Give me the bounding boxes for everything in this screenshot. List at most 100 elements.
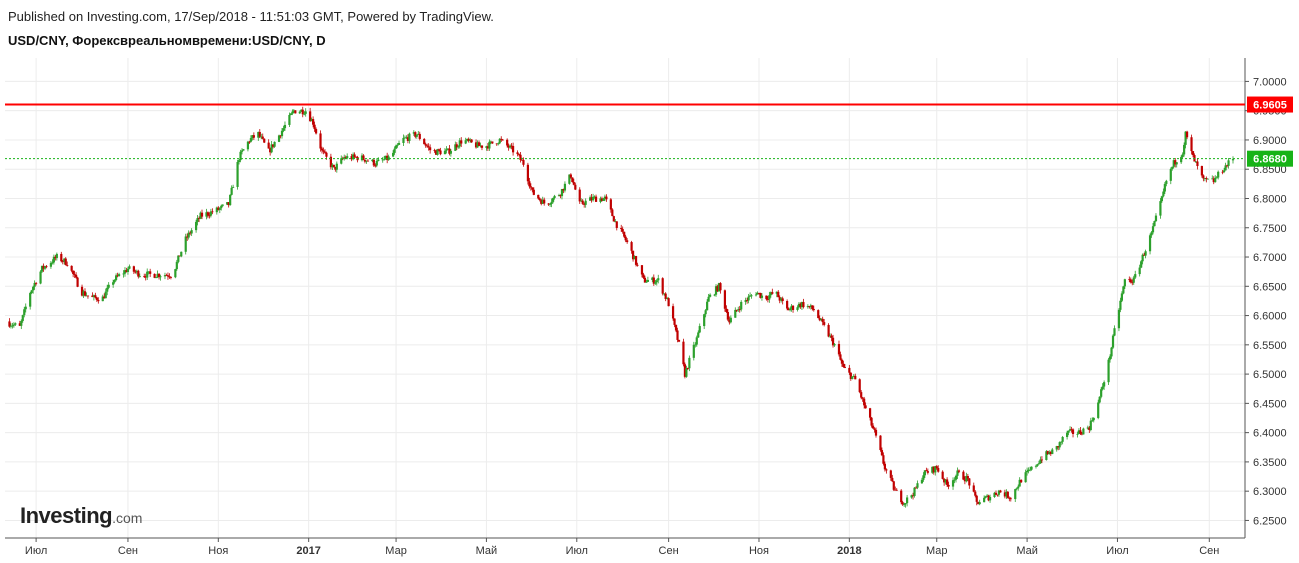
candle	[263, 138, 266, 144]
candle-body	[978, 502, 981, 505]
candle-body	[626, 240, 629, 243]
candle-body	[925, 470, 928, 472]
candle	[809, 303, 812, 310]
candle	[714, 284, 718, 297]
candle-body	[729, 317, 732, 323]
resistance-price-tag	[1247, 96, 1293, 113]
candle-body	[571, 177, 574, 183]
candle	[522, 157, 525, 167]
candle	[697, 330, 700, 339]
candle	[116, 272, 119, 278]
candle-body	[82, 291, 85, 296]
candle	[54, 255, 57, 261]
candle-body	[209, 211, 213, 216]
candle-body	[1132, 277, 1135, 283]
candle	[61, 259, 64, 265]
candle-body	[126, 268, 130, 273]
candle	[138, 273, 141, 278]
candle-body	[239, 151, 242, 161]
candle	[553, 194, 556, 200]
candle-body	[529, 186, 532, 188]
candle-body	[392, 152, 395, 157]
candle	[227, 202, 230, 208]
candle	[1217, 170, 1220, 180]
candle-body	[72, 270, 75, 274]
candle-body	[1014, 489, 1017, 500]
candle-body	[85, 295, 88, 297]
candle	[476, 140, 479, 148]
candle-body	[134, 271, 137, 273]
candle-body	[562, 189, 565, 191]
candle-body	[325, 152, 328, 157]
candle-body	[1017, 486, 1020, 489]
candle-body	[1151, 226, 1155, 233]
candle	[754, 291, 758, 297]
candle	[562, 188, 565, 194]
candle-body	[1171, 166, 1174, 170]
candle	[1141, 253, 1144, 265]
candle-body	[117, 274, 121, 277]
candle-body	[906, 497, 909, 504]
candle	[880, 447, 884, 457]
candle	[580, 198, 583, 202]
candle	[781, 296, 784, 305]
candle-body	[674, 324, 678, 331]
candle-body	[994, 492, 998, 495]
candle	[159, 274, 162, 281]
candle	[187, 230, 190, 240]
candle	[229, 194, 232, 206]
candle-body	[646, 279, 649, 282]
candle-body	[735, 309, 738, 311]
candle-body	[790, 305, 793, 309]
candle	[879, 435, 882, 452]
candle	[599, 196, 602, 204]
candle-body	[621, 229, 624, 232]
candle-body	[35, 282, 38, 284]
candle	[852, 374, 855, 377]
candle-body	[40, 265, 44, 272]
candle	[143, 273, 146, 278]
candle-body	[694, 344, 697, 346]
candle	[469, 137, 472, 143]
time-tick-label: Июл	[1106, 545, 1128, 557]
candle	[849, 372, 852, 381]
candle-body	[227, 202, 230, 206]
candle	[360, 153, 364, 162]
candle	[186, 233, 189, 241]
candle	[415, 134, 418, 139]
candle	[903, 502, 906, 507]
candle-body	[309, 111, 312, 122]
candle-body	[375, 160, 378, 166]
candle	[735, 309, 738, 312]
candle-body	[144, 276, 147, 278]
candle-body	[737, 309, 740, 311]
candle	[1057, 446, 1060, 451]
candle	[1132, 275, 1135, 285]
candle	[1225, 164, 1229, 168]
candle	[986, 493, 989, 498]
candle	[240, 148, 244, 155]
candle	[904, 503, 907, 508]
candle-body	[125, 270, 128, 273]
candle-body	[497, 143, 500, 145]
candle	[1154, 213, 1158, 222]
candle	[149, 268, 152, 278]
candle	[49, 261, 53, 269]
candle-body	[560, 189, 564, 197]
candle	[424, 142, 427, 148]
candle-body	[506, 139, 509, 146]
candle-body	[609, 199, 612, 210]
candle-body	[104, 291, 107, 299]
candle	[746, 297, 749, 304]
candle	[914, 486, 918, 489]
candle	[987, 494, 990, 502]
candle	[166, 272, 170, 280]
candle-body	[377, 159, 380, 161]
candle	[1089, 417, 1092, 432]
candle-body	[313, 124, 316, 130]
candle-body	[1153, 221, 1156, 227]
candle-body	[771, 292, 774, 294]
candle	[70, 265, 73, 273]
candle-body	[45, 266, 48, 268]
